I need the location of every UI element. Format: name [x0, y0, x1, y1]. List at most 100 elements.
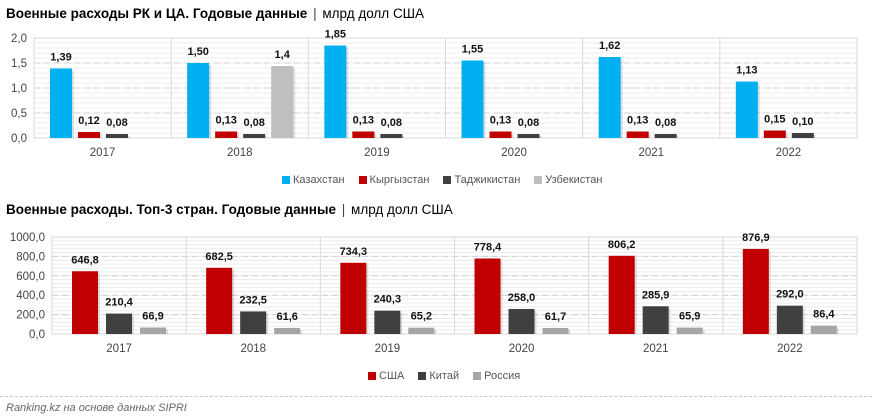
chart2-xtick-label: 2018	[240, 343, 266, 355]
chart2-data-label: 646,8	[71, 254, 99, 266]
legend-swatch-icon	[282, 176, 290, 184]
legend-item-uzbekistan: Узбекистан	[534, 174, 602, 186]
chart1-xtick-label: 2017	[90, 147, 116, 159]
legend-item-tajikistan: Таджикистан	[443, 174, 520, 186]
legend-swatch-icon	[443, 176, 452, 184]
chart1-svg: 0,0 0,5 1,0 1,5 2,0 1,39 0,12 0,08 2017 1,50 0,13 0…	[11, 29, 858, 159]
chart2-bar-russia-2019	[408, 327, 435, 334]
chart2-xtick-label: 2019	[375, 343, 401, 355]
legend-label: Казахстан	[293, 174, 345, 186]
chart2-legend: США Китай Россия	[368, 370, 520, 382]
chart2-ytick-label: 1000,0	[10, 232, 45, 244]
chart1-title: Военные расходы РК и ЦА. Годовые данные …	[6, 6, 424, 21]
chart2-bar-russia-2021	[676, 327, 703, 334]
chart1-bar-kazakhstan-2020	[461, 60, 484, 138]
chart1-bar-kyrgyzstan-2018	[215, 131, 238, 138]
chart2-bar-china-2018	[240, 311, 267, 334]
chart2-data-label: 806,2	[608, 239, 636, 251]
chart2-data-label: 682,5	[205, 251, 233, 263]
chart2-data-label: 292,0	[776, 289, 804, 301]
chart2-ytick-label: 600,0	[16, 271, 45, 283]
legend-item-kazakhstan: Казахстан	[282, 174, 345, 186]
chart2-bar-usa-2019	[340, 262, 367, 334]
chart1-xtick-label: 2018	[227, 147, 253, 159]
chart2-title-separator: |	[341, 202, 346, 217]
chart2-xtick-label: 2020	[509, 343, 535, 355]
chart1-title-separator: |	[313, 6, 317, 21]
chart2-ytick-label: 800,0	[16, 251, 45, 263]
chart2-data-label: 210,4	[105, 297, 133, 309]
chart2-data-label: 65,9	[679, 311, 700, 323]
chart2-data-label: 65,2	[411, 311, 432, 323]
chart2-bar-usa-2021	[608, 255, 635, 334]
chart1-data-label: 0,12	[78, 115, 99, 127]
chart1-bar-kyrgyzstan-2022	[763, 130, 786, 138]
chart1-bar-kazakhstan-2021	[598, 57, 621, 138]
chart1-bar-kyrgyzstan-2017	[78, 132, 100, 138]
chart1-data-label: 0,13	[490, 115, 511, 127]
chart2-ytick-label: 0,0	[29, 329, 45, 341]
chart1-xtick-label: 2020	[501, 147, 527, 159]
chart1-bar-tajikistan-2019	[380, 134, 403, 138]
chart1-data-label: 0,08	[106, 117, 127, 129]
chart1-bar-tajikistan-2017	[106, 134, 128, 138]
chart1-data-label: 0,08	[243, 117, 264, 129]
legend-swatch-icon	[358, 176, 367, 184]
chart2-bar-russia-2018	[274, 328, 301, 334]
chart2-bar-russia-2022	[810, 325, 837, 334]
chart2-bar-usa-2018	[206, 267, 233, 334]
chart2-data-label: 876,9	[742, 232, 770, 244]
chart1-bar-kazakhstan-2017	[50, 68, 72, 138]
chart2-bar-china-2022	[776, 305, 803, 334]
chart2-xtick-label: 2017	[106, 343, 132, 355]
chart1-ytick-label: 0,5	[11, 108, 27, 120]
chart2-data-label: 61,7	[545, 311, 566, 323]
chart1-ytick-label: 1,0	[11, 83, 27, 95]
chart2-data-label: 66,9	[142, 311, 163, 323]
chart1-data-label: 0,08	[518, 117, 539, 129]
chart1-legend: Казахстан Кыргызстан Таджикистан Узбекистан	[282, 174, 602, 186]
chart2-svg: 0,0 200,0 400,0 600,0 800,0 1000,0 646,8 210,4 6…	[10, 232, 858, 355]
chart1-ytick-label: 2,0	[11, 33, 27, 45]
chart1-bar-kazakhstan-2018	[187, 63, 210, 138]
chart1-data-label: 0,08	[655, 117, 676, 129]
chart1-bar-tajikistan-2020	[517, 134, 540, 138]
legend-label: Таджикистан	[454, 174, 521, 186]
chart1-data-label: 0,13	[215, 115, 236, 127]
chart1-data-label: 0,13	[627, 115, 648, 127]
chart1-ytick-label: 0,0	[11, 133, 27, 145]
legend-label: США	[379, 370, 405, 382]
legend-swatch-icon	[368, 372, 376, 380]
chart1-bar-kazakhstan-2019	[324, 45, 347, 138]
legend-item-russia: Россия	[473, 370, 520, 382]
source-footer: Ranking.kz на основе данных SIPRI	[6, 402, 187, 414]
chart1-bar-uzbekistan-2018	[271, 66, 294, 138]
chart1-data-label: 1,85	[325, 29, 346, 41]
chart2-ytick-label: 200,0	[16, 310, 45, 322]
chart2-title: Военные расходы. Топ-3 стран. Годовые да…	[6, 202, 453, 217]
chart1-title-unit: млрд долл США	[322, 6, 425, 21]
chart2-bar-china-2021	[642, 306, 669, 334]
chart2-xtick-label: 2021	[643, 343, 669, 355]
chart2-data-label: 778,4	[474, 241, 502, 253]
legend-swatch-icon	[534, 176, 543, 184]
chart2-data-label: 734,3	[340, 246, 368, 258]
chart1-data-label: 1,39	[50, 52, 71, 64]
chart1-data-label: 0,08	[381, 117, 402, 129]
chart1-data-label: 0,13	[353, 115, 374, 127]
chart2-data-label: 61,6	[276, 311, 297, 323]
chart2-bar-russia-2017	[140, 327, 166, 334]
chart1-xtick-label: 2019	[364, 147, 390, 159]
legend-item-kyrgyzstan: Кыргызстан	[358, 174, 429, 186]
chart2-data-label: 86,4	[813, 309, 835, 321]
chart1-bar-tajikistan-2018	[243, 134, 266, 138]
chart1-data-label: 0,15	[764, 114, 785, 126]
chart1-data-label: 1,50	[187, 46, 208, 58]
chart2-bar-china-2020	[508, 308, 535, 334]
chart2-data-label: 240,3	[374, 294, 402, 306]
chart1-data-label: 1,55	[462, 44, 483, 56]
chart2-data-label: 285,9	[642, 289, 670, 301]
chart2-bar-usa-2017	[72, 271, 98, 334]
chart1-data-label: 0,10	[792, 116, 813, 128]
legend-item-usa: США	[368, 370, 404, 382]
